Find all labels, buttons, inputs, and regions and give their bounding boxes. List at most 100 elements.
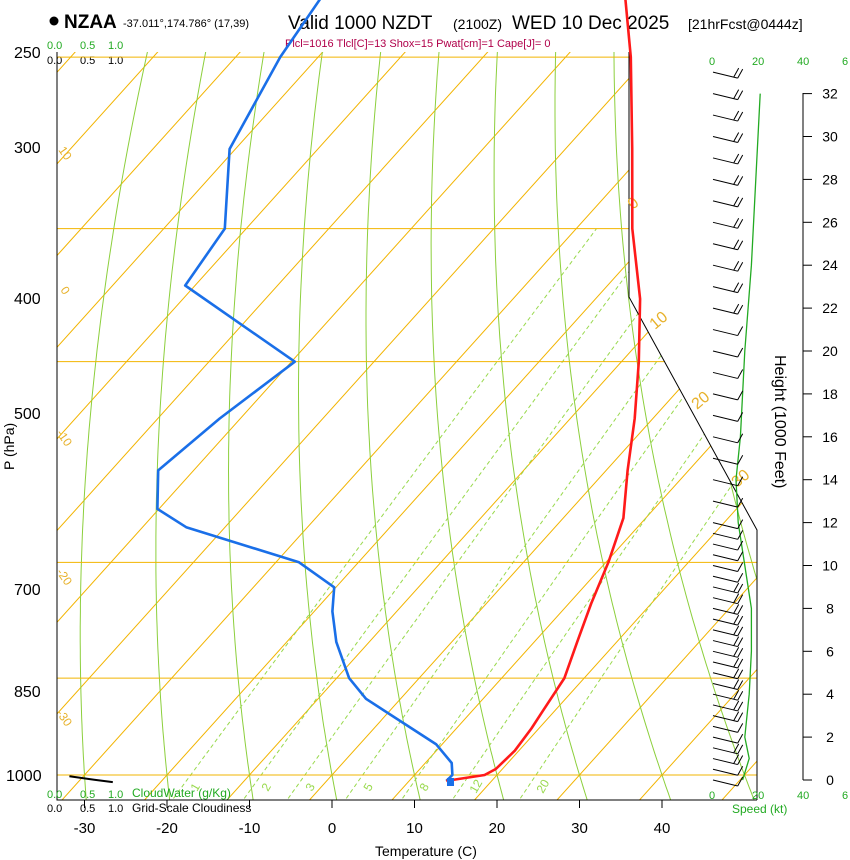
wind-barb-flag bbox=[737, 476, 744, 486]
isotherm-line bbox=[57, 52, 521, 800]
dry-adiabat-line bbox=[430, 52, 506, 800]
mixing-ratio-line bbox=[449, 228, 757, 800]
x-tick-label: 40 bbox=[654, 820, 671, 837]
wind-barb bbox=[712, 650, 738, 658]
wind-barb bbox=[712, 618, 738, 626]
height-tick-label: 10 bbox=[822, 558, 838, 574]
wind-barb-flag bbox=[737, 680, 744, 690]
p-label-1000: 1000 bbox=[6, 768, 42, 785]
temperature-line bbox=[446, 0, 642, 783]
dry-adiabat-line bbox=[613, 52, 757, 800]
wind-barb-flag bbox=[737, 90, 744, 100]
height-tick-label: 22 bbox=[822, 300, 838, 316]
height-tick-label: 20 bbox=[822, 343, 838, 359]
wind-barb-flag bbox=[733, 196, 740, 207]
wind-barb-flag bbox=[737, 433, 744, 444]
speed-bot-20: 20 bbox=[752, 790, 764, 802]
wind-barb-flag bbox=[737, 455, 744, 465]
cloud-bot-b-1: 0.5 bbox=[80, 803, 95, 815]
wind-barb-flag bbox=[733, 67, 740, 78]
x-tick-label: 30 bbox=[571, 820, 588, 837]
isotherm-line bbox=[305, 52, 757, 800]
wind-barb-flag bbox=[737, 326, 744, 336]
wind-barb bbox=[712, 221, 738, 229]
surface-dewpoint-marker bbox=[447, 778, 454, 786]
mixing-ratio-line bbox=[516, 228, 757, 800]
cloudiness-label: Grid-Scale Cloudiness bbox=[132, 801, 251, 815]
wind-barb-flag bbox=[733, 582, 740, 593]
wind-barb bbox=[712, 479, 738, 487]
wind-barb bbox=[712, 71, 738, 79]
wind-barb bbox=[712, 393, 738, 401]
height-tick-label: 26 bbox=[822, 214, 838, 230]
isotherm-line bbox=[57, 52, 274, 800]
wind-barb bbox=[712, 661, 738, 669]
wind-barb-flag bbox=[737, 701, 744, 712]
wind-barb-flag bbox=[737, 133, 744, 143]
height-tick-label: 12 bbox=[822, 515, 838, 531]
wind-barb bbox=[712, 136, 738, 143]
valid-time: Valid 1000 NZDT bbox=[288, 13, 433, 34]
height-tick-label: 28 bbox=[822, 171, 838, 187]
wind-barb-flag bbox=[733, 218, 740, 228]
dry-adiabat-line bbox=[836, 0, 850, 804]
cloud-scale-top-b-2: 1.0 bbox=[108, 55, 123, 67]
cloud-scale-top-a-1: 0.5 bbox=[80, 40, 95, 52]
height-tick-label: 2 bbox=[826, 729, 834, 745]
wind-barb-flag bbox=[737, 690, 744, 701]
wind-barb-flag bbox=[737, 519, 744, 529]
mr-label-5: 5 bbox=[360, 780, 376, 793]
wind-barb-flag bbox=[733, 647, 740, 657]
cloud-bot-b-2: 1.0 bbox=[108, 803, 123, 815]
cloud-bot-a-0: 0.0 bbox=[47, 789, 62, 801]
wind-barb-flag bbox=[737, 240, 744, 250]
dry-adiabat-line bbox=[782, 0, 850, 804]
iso-label-right-10: 10 bbox=[647, 309, 672, 334]
wind-barb bbox=[712, 586, 738, 594]
cloud-scale-top-b-0: 0.0 bbox=[47, 55, 62, 67]
cloud-scale-top-a-2: 1.0 bbox=[108, 40, 123, 52]
wind-barb bbox=[712, 414, 738, 422]
wind-barb bbox=[712, 704, 738, 712]
wind-barb bbox=[712, 307, 738, 315]
dry-adiabat-line bbox=[298, 52, 344, 800]
wind-barb-flag bbox=[737, 562, 744, 572]
cloud-scale-top-b-1: 0.5 bbox=[80, 55, 95, 67]
wind-barb bbox=[712, 715, 738, 723]
wind-barb-flag bbox=[737, 111, 744, 122]
cloud-scale-top: 0.0 0.5 1.0 0.0 0.5 1.0 bbox=[47, 40, 123, 67]
speed-scale-top: 0 20 40 6 bbox=[709, 56, 848, 68]
dry-adiabat-line bbox=[155, 52, 234, 800]
mr-label-3: 3 bbox=[302, 780, 318, 793]
wind-barb-flag bbox=[733, 614, 740, 625]
isotherm-line bbox=[140, 52, 757, 800]
wind-barb bbox=[712, 93, 738, 101]
station-id: NZAA bbox=[64, 12, 117, 33]
wind-barb-flag bbox=[733, 625, 740, 636]
wind-barb bbox=[712, 436, 738, 444]
mixing-ratio-labels: 1 2 3 5 8 12 20 bbox=[187, 777, 552, 796]
wind-barb-flag bbox=[737, 637, 744, 647]
wind-barb bbox=[712, 575, 738, 583]
wind-barb-flag bbox=[733, 303, 740, 314]
wind-barbs bbox=[712, 67, 744, 787]
cloud-bot-a-1: 0.5 bbox=[80, 789, 95, 801]
height-axis-title: Height (1000 Feet) bbox=[771, 355, 788, 488]
isotherm-line bbox=[57, 52, 439, 800]
wind-barb bbox=[712, 286, 738, 294]
wind-barb bbox=[712, 736, 738, 744]
wind-barb bbox=[712, 200, 738, 208]
wind-barb bbox=[712, 629, 738, 637]
wind-barb-flag bbox=[733, 260, 740, 271]
cloud-bot-a-2: 1.0 bbox=[108, 789, 123, 801]
wind-barb bbox=[712, 607, 738, 615]
isotherm-line bbox=[57, 52, 757, 800]
speed-top-6: 6 bbox=[842, 56, 848, 68]
height-tick-label: 30 bbox=[822, 129, 838, 145]
wind-barb bbox=[712, 565, 738, 572]
wind-barb-flag bbox=[733, 89, 740, 99]
wind-barb-flag bbox=[737, 744, 744, 755]
wind-barb-flag bbox=[737, 712, 744, 722]
x-axis-title: Temperature (C) bbox=[375, 843, 477, 859]
